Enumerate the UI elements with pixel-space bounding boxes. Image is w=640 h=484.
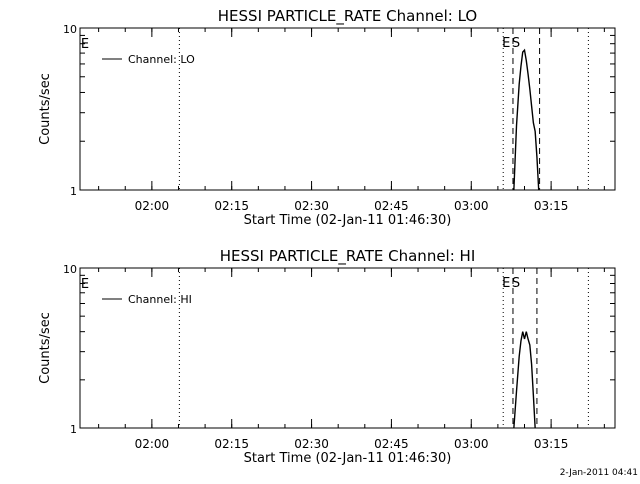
x-tick-label: 03:00 [454, 437, 489, 451]
x-tick-label: 02:00 [135, 437, 170, 451]
panel-hi-channel: HESSI PARTICLE_RATE Channel: HI Counts/se… [38, 247, 616, 466]
y-tick-label: 10 [63, 23, 77, 36]
panel-lo-channel: HESSI PARTICLE_RATE Channel: LO Counts/se… [38, 7, 616, 228]
chart-title: HESSI PARTICLE_RATE Channel: HI [220, 247, 476, 266]
x-tick-label: 02:00 [135, 199, 170, 213]
left-edge-marker: E [81, 277, 89, 292]
series-line [513, 331, 536, 429]
event-line-label: E [502, 276, 510, 291]
series-line [513, 48, 540, 191]
chart-title: HESSI PARTICLE_RATE Channel: LO [218, 7, 477, 26]
x-axis-label: Start Time (02-Jan-11 01:46:30) [244, 213, 452, 228]
y-axis-label: Counts/sec [38, 73, 53, 145]
left-edge-marker: E [81, 37, 89, 52]
plot-frame [79, 267, 616, 429]
event-line-label: E [502, 36, 510, 51]
y-tick-label: 1 [70, 423, 77, 436]
plot-frame [79, 27, 616, 191]
footer-timestamp: 2-Jan-2011 04:41 [560, 468, 638, 478]
x-tick-label: 02:45 [374, 437, 409, 451]
x-tick-label: 03:00 [454, 199, 489, 213]
x-tick-label: 02:15 [214, 437, 249, 451]
x-tick-label: 02:30 [294, 199, 329, 213]
y-tick-label: 10 [63, 263, 77, 276]
event-line-label: S [512, 36, 520, 51]
x-tick-label: 02:30 [294, 437, 329, 451]
legend-entry: Channel: LO [128, 53, 195, 66]
x-tick-label: 02:45 [374, 199, 409, 213]
y-tick-label: 1 [70, 185, 77, 198]
y-axis-label: Counts/sec [38, 312, 53, 384]
x-tick-label: 03:15 [534, 199, 569, 213]
x-tick-label: 03:15 [534, 437, 569, 451]
x-tick-label: 02:15 [214, 199, 249, 213]
legend-entry: Channel: HI [128, 293, 192, 306]
x-axis-label: Start Time (02-Jan-11 01:46:30) [244, 451, 452, 466]
event-line-label: S [512, 276, 520, 291]
